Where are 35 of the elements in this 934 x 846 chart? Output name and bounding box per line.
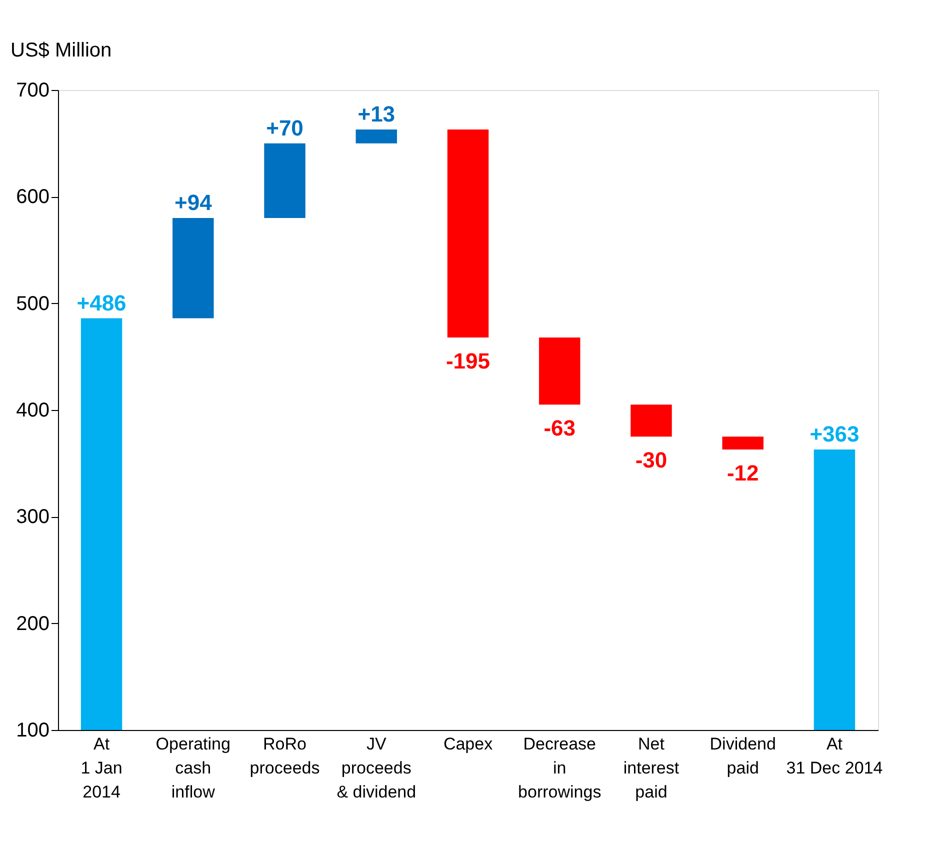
x-tick-label: Net interest paid [623,734,680,802]
data-label: +363 [810,421,860,446]
bar [722,436,764,450]
data-label: -195 [446,348,490,374]
bar [447,129,489,338]
y-tick-label: 100 [16,720,50,742]
x-tick-label: At 31 Dec 2014 [786,734,883,778]
data-label: -30 [635,448,668,473]
y-tick-label: 500 [16,292,50,315]
y-tick-label: 300 [16,506,50,528]
x-tick-label: Dividend paid [710,734,776,778]
data-label: +13 [358,101,396,126]
y-axis-title: US$ Million [10,40,112,62]
data-label: +94 [174,190,213,215]
y-tick-label: 400 [16,400,50,422]
x-tick-label: Decrease in borrowings [518,734,602,802]
y-tick-label: 600 [16,186,50,208]
bar [356,129,397,144]
bar [264,143,306,218]
data-label: +70 [266,115,304,140]
y-tick-label: 700 [16,80,50,102]
x-tick-label: RoRo proceeds [250,734,320,778]
x-tick-label: At 1 Jan 2014 [80,734,122,802]
bar [814,449,856,730]
x-tick-label: JV proceeds & dividend [336,734,416,802]
bar [539,337,580,405]
bar [630,404,672,437]
data-label: -12 [726,460,759,486]
x-tick-label: Operating cash inflow [156,734,230,802]
y-tick-label: 200 [16,612,50,635]
data-label: -63 [544,416,576,441]
bar [80,318,122,730]
data-label: +486 [76,290,126,316]
bar [172,218,214,318]
x-tick-label: Capex [443,734,494,754]
